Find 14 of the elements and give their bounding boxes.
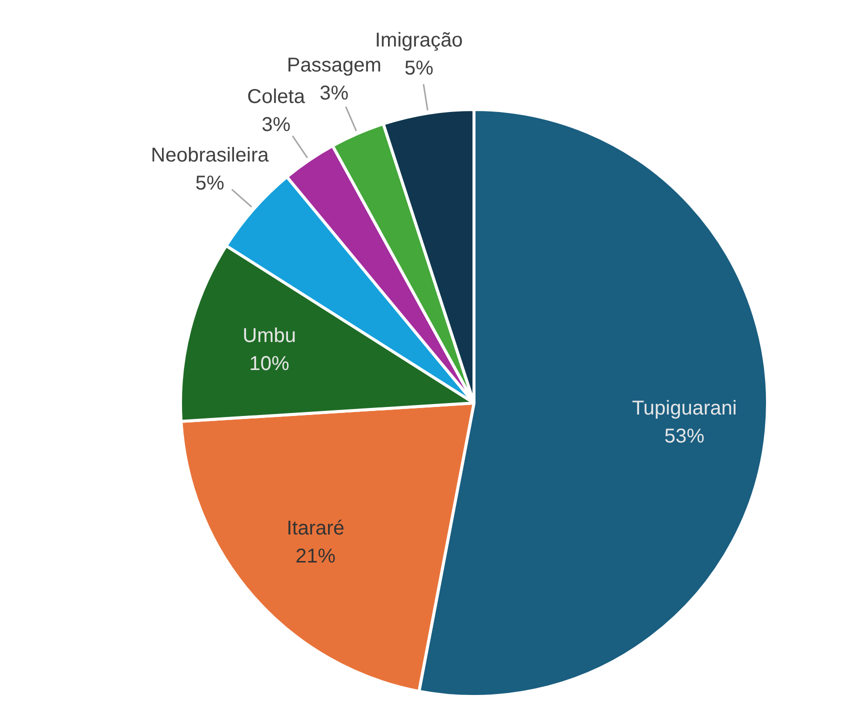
slice-label: Passagem	[286, 54, 382, 76]
slice-label: Neobrasileira	[150, 144, 270, 167]
data-label: 5%	[195, 172, 224, 195]
data-label: 10%	[249, 352, 290, 375]
data-label: 3%	[262, 114, 291, 136]
data-label: 53%	[664, 425, 705, 448]
slice-label: Coleta	[247, 86, 306, 108]
data-label: 21%	[295, 545, 336, 568]
slice-label: Tupiguarani	[632, 397, 737, 420]
data-label: 3%	[320, 82, 349, 104]
slice-label: Itararé	[286, 517, 344, 540]
slice-label: Imigração	[375, 30, 463, 52]
data-label: 5%	[404, 58, 434, 80]
slice-label: Umbu	[242, 324, 296, 347]
